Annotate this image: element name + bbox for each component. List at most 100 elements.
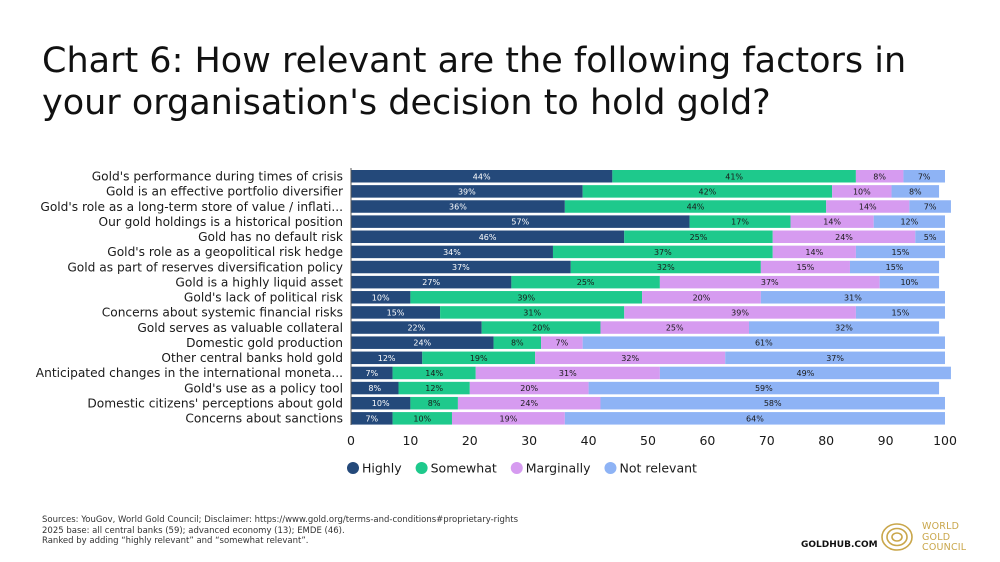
bar-segment-highly <box>351 381 399 395</box>
data-label: 14% <box>425 369 443 378</box>
bar-segment-somewhat <box>440 306 625 319</box>
x-tick-label: 40 <box>581 433 597 448</box>
data-label: 12% <box>378 354 396 363</box>
legend-label: Marginally <box>526 461 591 476</box>
bar-segment-not-relevant <box>600 396 945 410</box>
data-label: 32% <box>835 324 853 333</box>
bar-segment-highly <box>351 230 625 244</box>
bar-segment-somewhat <box>422 351 536 365</box>
x-tick-label: 20 <box>462 433 478 448</box>
data-label: 20% <box>532 324 550 333</box>
x-tick-label: 50 <box>640 433 656 448</box>
bar-segment-marginally <box>451 412 565 425</box>
data-label: 7% <box>365 414 378 423</box>
data-label: 25% <box>577 278 595 287</box>
bar-segment-highly <box>351 396 411 410</box>
category-label: Gold's use as a policy tool <box>184 381 343 395</box>
data-label: 59% <box>755 384 773 393</box>
data-label: 27% <box>422 278 440 287</box>
category-label: Gold's role as a geopolitical risk hedge <box>107 245 343 259</box>
data-label: 15% <box>886 263 904 272</box>
bar-segment-highly <box>351 321 482 334</box>
bar-segment-highly <box>351 260 571 274</box>
data-label: 10% <box>900 278 918 287</box>
bar-segment-somewhat <box>410 396 458 410</box>
bar-segment-somewhat <box>398 381 470 395</box>
data-label: 37% <box>452 263 470 272</box>
bar-segment-not-relevant <box>748 321 940 334</box>
category-label: Gold's lack of political risk <box>184 291 344 305</box>
goldhub-link[interactable]: GOLDHUB.COM <box>801 540 878 550</box>
bar-segment-highly <box>351 200 565 213</box>
data-label: 36% <box>449 203 467 212</box>
data-label: 24% <box>520 399 538 408</box>
bar-segment-highly <box>351 366 393 380</box>
data-label: 10% <box>853 187 871 196</box>
data-label: 24% <box>835 233 853 242</box>
data-label: 15% <box>892 308 910 317</box>
bar-segment-marginally <box>457 396 601 410</box>
data-label: 25% <box>666 324 684 333</box>
category-label: Gold serves as valuable collateral <box>137 321 343 335</box>
data-label: 42% <box>699 187 717 196</box>
data-label: 61% <box>755 339 773 348</box>
data-label: 20% <box>520 384 538 393</box>
stacked-bar-chart: Gold's performance during times of crisi… <box>36 168 957 476</box>
data-label: 14% <box>823 218 841 227</box>
data-label: 22% <box>407 324 425 333</box>
bar-segment-not-relevant <box>564 412 945 425</box>
bar-segment-marginally <box>832 185 892 198</box>
data-label: 7% <box>924 203 937 212</box>
data-label: 12% <box>425 384 443 393</box>
data-label: 8% <box>511 339 524 348</box>
data-label: 31% <box>559 369 577 378</box>
bar-segment-marginally <box>642 291 761 304</box>
data-label: 7% <box>556 339 569 348</box>
bar-segment-somewhat <box>552 245 773 259</box>
data-label: 44% <box>473 172 491 181</box>
data-label: 32% <box>621 354 639 363</box>
bar-segment-marginally <box>535 351 726 365</box>
data-label: 20% <box>693 293 711 302</box>
data-label: 17% <box>731 218 749 227</box>
bar-segment-not-relevant <box>909 200 951 213</box>
category-label: Concerns about sanctions <box>185 412 343 426</box>
data-label: 14% <box>859 203 877 212</box>
bar-segment-not-relevant <box>903 170 945 183</box>
data-label: 31% <box>523 308 541 317</box>
legend-marker-not-relevant <box>604 462 617 474</box>
data-label: 46% <box>479 233 497 242</box>
data-label: 12% <box>900 218 918 227</box>
bar-segment-somewhat <box>392 412 452 425</box>
x-tick-label: 90 <box>878 433 894 448</box>
bar-segment-not-relevant <box>725 351 945 365</box>
data-label: 37% <box>761 278 779 287</box>
bar-segment-somewhat <box>511 275 660 289</box>
world-gold-council-logo: WORLD GOLD COUNCIL <box>922 521 966 554</box>
data-label: 7% <box>918 172 931 181</box>
bar-segment-marginally <box>760 260 850 274</box>
category-label: Other central banks hold gold <box>161 351 343 365</box>
bar-segment-somewhat <box>624 230 773 244</box>
bar-segment-somewhat <box>570 260 761 274</box>
category-label: Gold as part of reserves diversification… <box>67 260 343 274</box>
footnote-sources: Sources: YouGov, World Gold Council; Dis… <box>42 515 519 525</box>
bar-segment-somewhat <box>689 215 791 228</box>
data-label: 10% <box>413 414 431 423</box>
bar-segment-highly <box>351 170 613 183</box>
legend-label: Highly <box>362 461 402 476</box>
data-label: 24% <box>413 339 431 348</box>
bar-segment-somewhat <box>564 200 827 213</box>
data-label: 39% <box>458 187 476 196</box>
category-label: Gold's performance during times of crisi… <box>92 170 343 184</box>
data-label: 39% <box>517 293 535 302</box>
legend-label: Not relevant <box>619 461 697 476</box>
data-label: 31% <box>844 293 862 302</box>
bar-segment-highly <box>351 336 494 349</box>
bar-segment-not-relevant <box>582 336 945 349</box>
data-label: 8% <box>368 384 381 393</box>
data-label: 49% <box>797 369 815 378</box>
data-label: 37% <box>826 354 844 363</box>
data-label: 5% <box>924 233 937 242</box>
bar-segment-marginally <box>600 321 749 334</box>
